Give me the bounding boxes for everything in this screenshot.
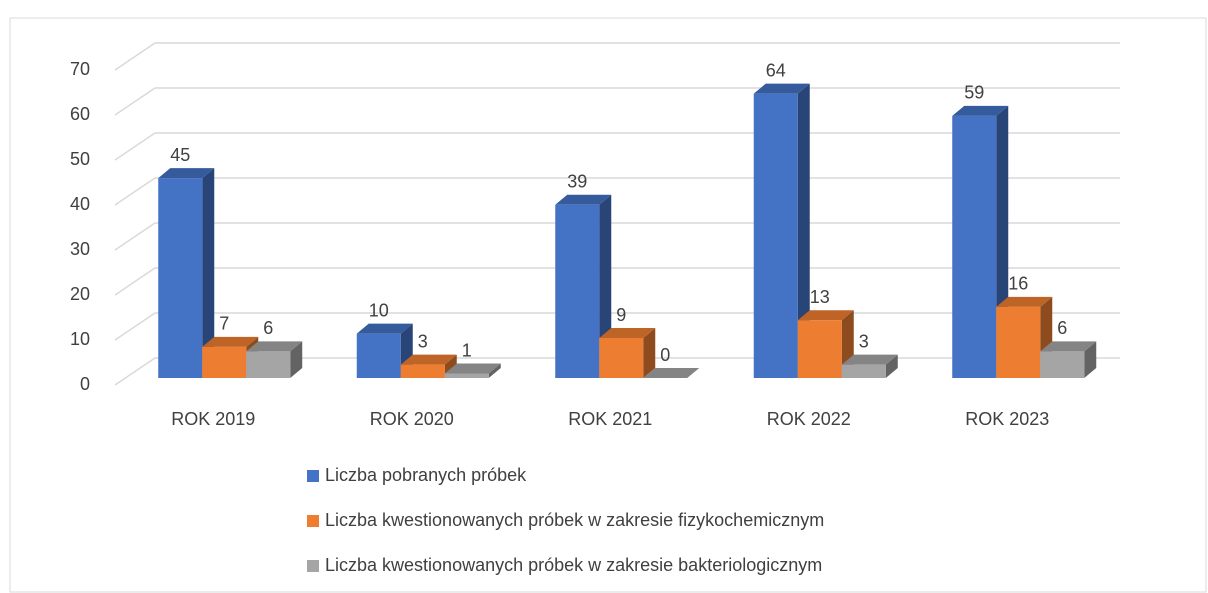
value-label: 6 bbox=[1057, 318, 1067, 338]
value-label: 0 bbox=[660, 345, 670, 365]
bar bbox=[400, 354, 457, 378]
x-tick-label: ROK 2020 bbox=[370, 409, 454, 429]
bar-face bbox=[356, 323, 413, 334]
bar bbox=[841, 354, 898, 378]
bar-face bbox=[246, 341, 303, 352]
bar-face bbox=[1040, 351, 1085, 378]
bar-face bbox=[753, 93, 798, 379]
bar-face bbox=[290, 341, 303, 378]
bar bbox=[643, 368, 700, 378]
legend-swatch bbox=[307, 515, 319, 527]
bar bbox=[797, 310, 854, 378]
value-label: 10 bbox=[369, 300, 389, 320]
x-tick-label: ROK 2021 bbox=[568, 409, 652, 429]
bar-face bbox=[753, 83, 810, 94]
bar-face bbox=[488, 363, 501, 378]
x-tick-label: ROK 2019 bbox=[171, 409, 255, 429]
bar-face bbox=[1040, 341, 1097, 352]
y-tick-label: 10 bbox=[70, 329, 90, 349]
bar-face bbox=[555, 194, 612, 205]
bar-face bbox=[643, 328, 656, 378]
bar-face bbox=[202, 168, 215, 378]
value-label: 6 bbox=[263, 318, 273, 338]
bar-face bbox=[246, 351, 291, 378]
legend-label: Liczba pobranych próbek bbox=[325, 465, 527, 485]
bar bbox=[246, 341, 303, 378]
bar-face bbox=[158, 178, 203, 378]
value-label: 16 bbox=[1008, 274, 1028, 294]
bar-face bbox=[797, 310, 854, 321]
bar-face bbox=[952, 115, 997, 378]
bar-face bbox=[400, 354, 457, 365]
x-tick-label: ROK 2022 bbox=[767, 409, 851, 429]
y-tick-label: 60 bbox=[70, 104, 90, 124]
value-label: 3 bbox=[859, 331, 869, 351]
value-label: 7 bbox=[219, 314, 229, 334]
bar-face bbox=[797, 83, 810, 379]
value-label: 1 bbox=[462, 340, 472, 360]
value-label: 64 bbox=[766, 60, 786, 80]
bar bbox=[753, 83, 810, 379]
y-tick-label: 70 bbox=[70, 59, 90, 79]
bar bbox=[444, 363, 501, 378]
legend-label: Liczba kwestionowanych próbek w zakresie… bbox=[325, 510, 824, 530]
value-label: 3 bbox=[418, 331, 428, 351]
value-label: 13 bbox=[810, 287, 830, 307]
bar-face bbox=[797, 320, 842, 378]
bar bbox=[599, 328, 656, 378]
bar-face bbox=[555, 204, 600, 378]
y-tick-label: 0 bbox=[80, 374, 90, 394]
bar-face bbox=[444, 363, 501, 374]
bar-face bbox=[996, 296, 1053, 307]
bar bbox=[158, 168, 215, 378]
value-label: 9 bbox=[616, 305, 626, 325]
bar-face bbox=[885, 354, 898, 378]
y-tick-label: 30 bbox=[70, 239, 90, 259]
value-label: 45 bbox=[170, 145, 190, 165]
bar-face bbox=[356, 333, 401, 378]
bar-face bbox=[841, 354, 898, 365]
bar-face bbox=[202, 336, 259, 347]
bar-face bbox=[1084, 341, 1097, 378]
y-tick-label: 50 bbox=[70, 149, 90, 169]
bar-face bbox=[841, 364, 886, 378]
bar-face bbox=[444, 373, 489, 378]
legend-swatch bbox=[307, 560, 319, 572]
bar-face bbox=[158, 168, 215, 179]
x-tick-label: ROK 2023 bbox=[965, 409, 1049, 429]
bar bbox=[1040, 341, 1097, 378]
legend-label: Liczba kwestionowanych próbek w zakresie… bbox=[325, 555, 822, 575]
y-tick-label: 20 bbox=[70, 284, 90, 304]
bar-face bbox=[643, 368, 700, 378]
bar-face bbox=[202, 346, 247, 378]
y-tick-label: 40 bbox=[70, 194, 90, 214]
bar-face bbox=[599, 338, 644, 378]
bar-face bbox=[400, 364, 445, 378]
bar-face bbox=[996, 306, 1041, 378]
bar-face bbox=[952, 105, 1009, 116]
legend-swatch bbox=[307, 470, 319, 482]
grid-line bbox=[114, 42, 1120, 71]
value-label: 39 bbox=[567, 171, 587, 191]
value-label: 59 bbox=[964, 83, 984, 103]
bar-face bbox=[599, 328, 656, 339]
